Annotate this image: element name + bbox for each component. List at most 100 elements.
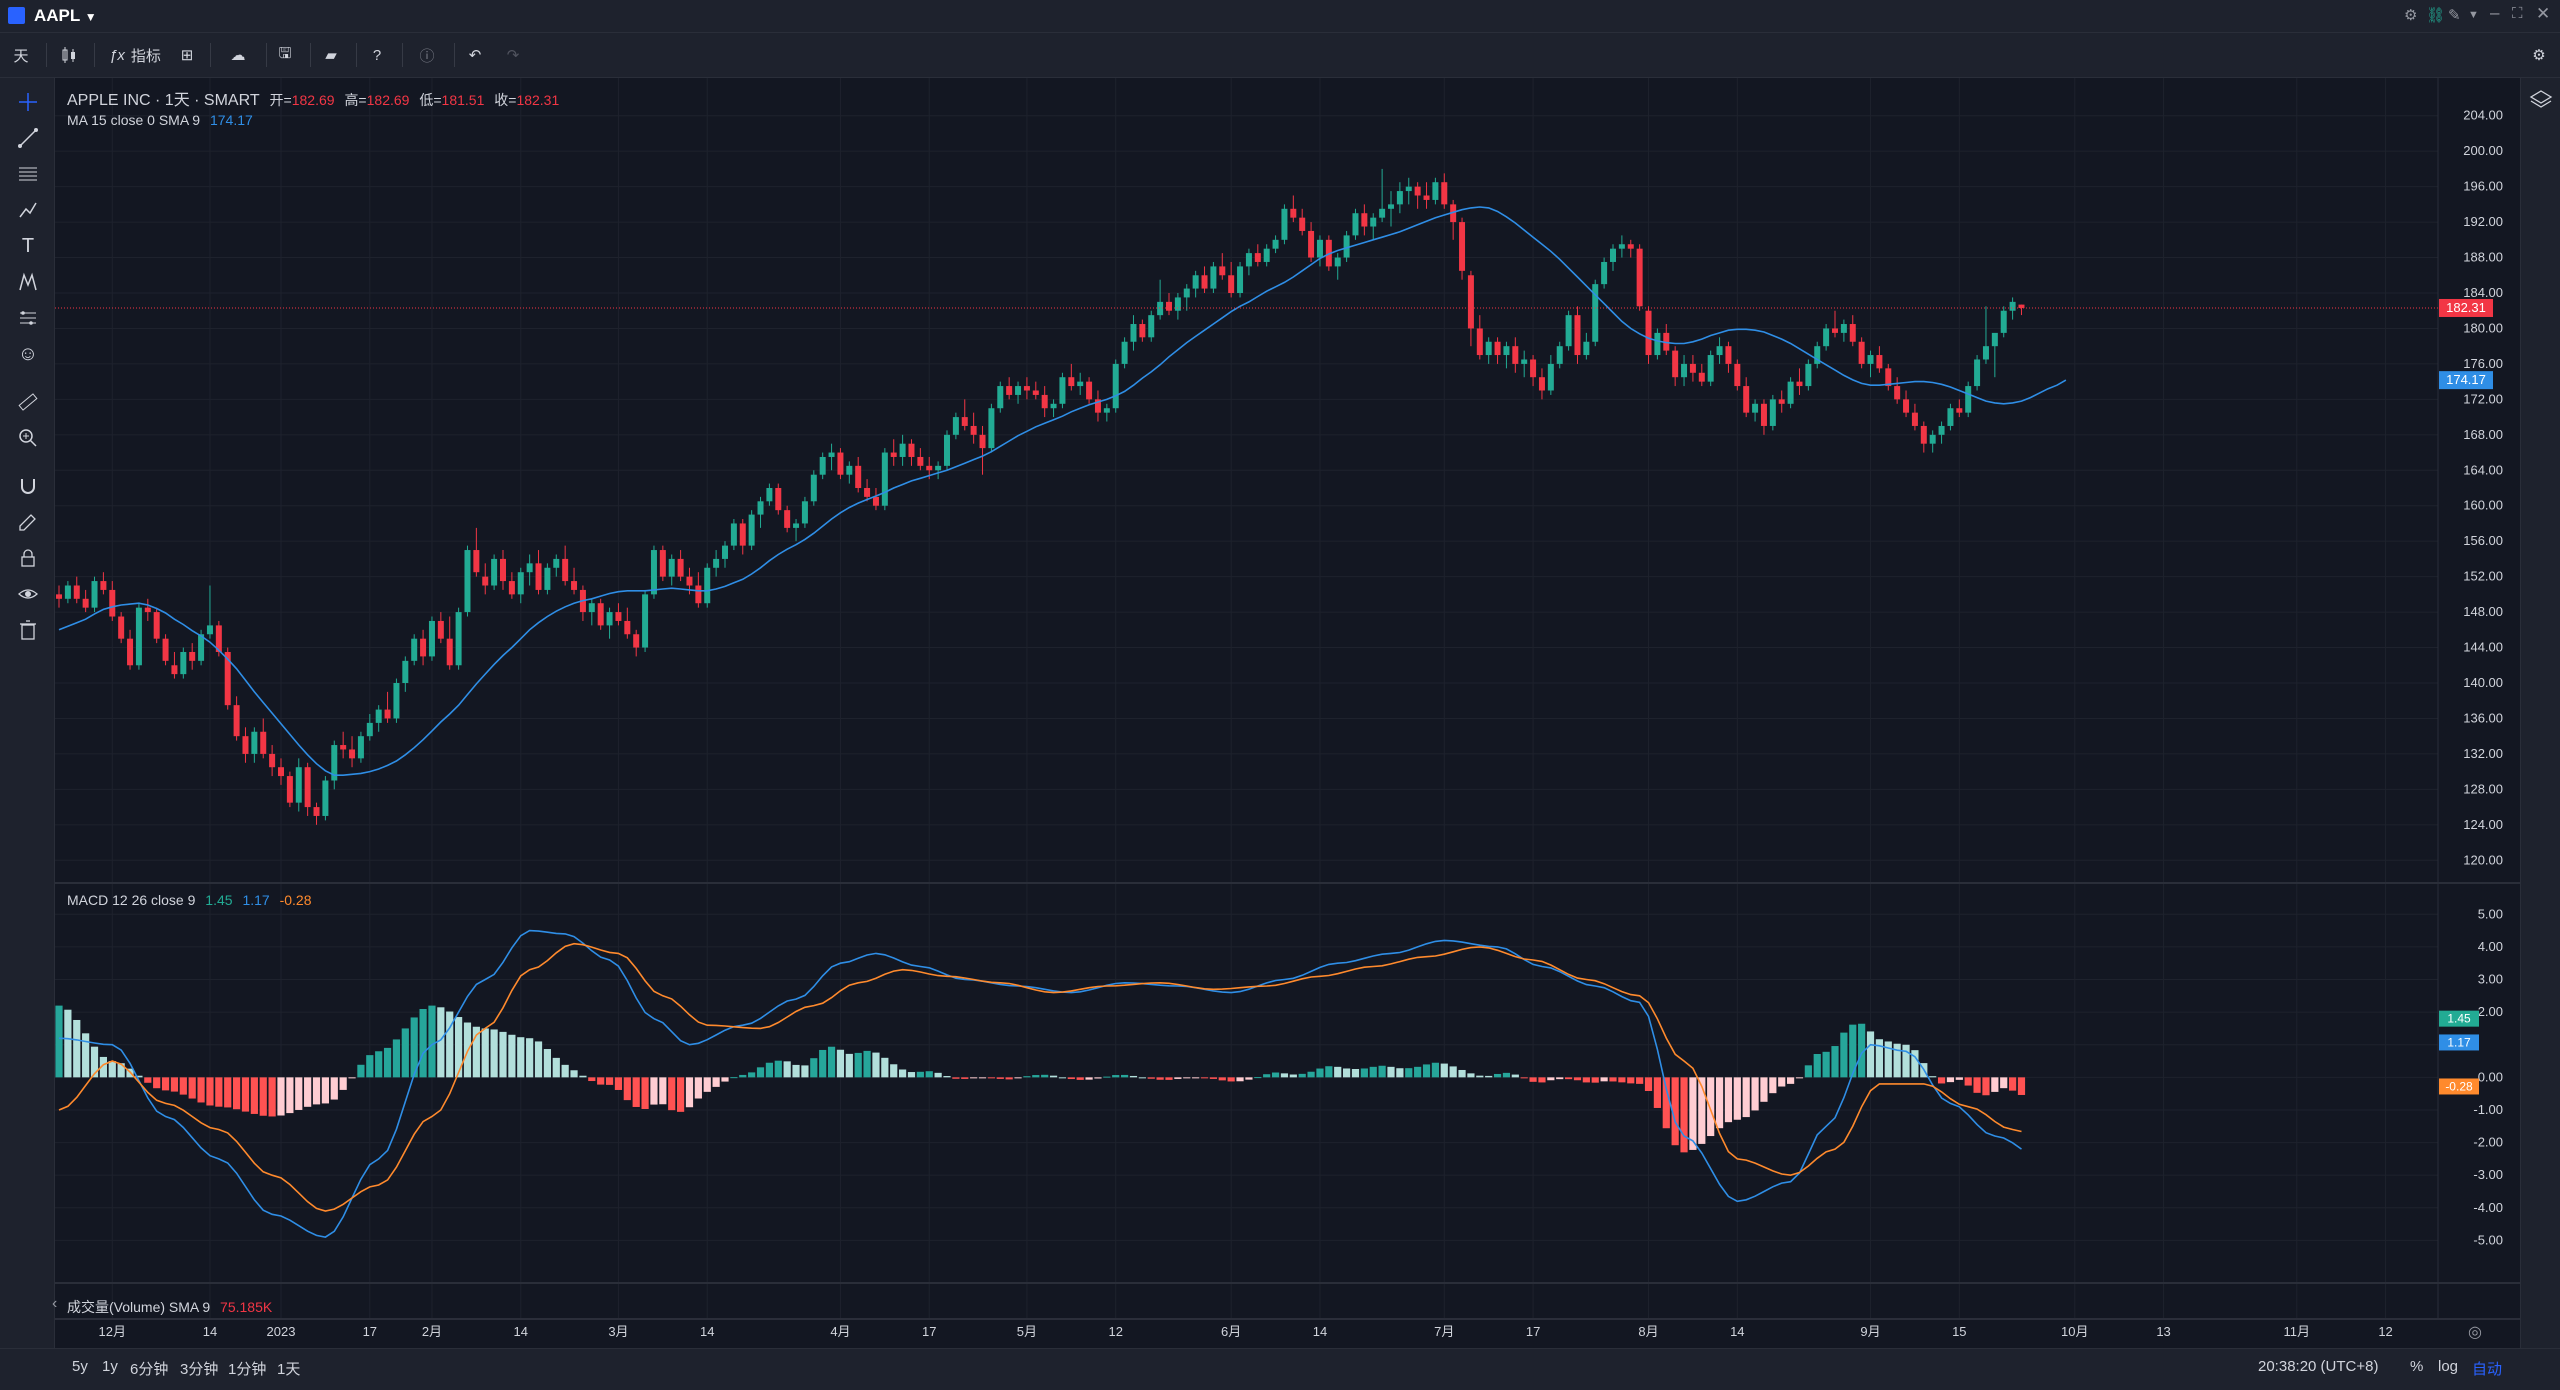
candle-body bbox=[278, 767, 284, 777]
volume-legend[interactable]: 成交量(Volume) SMA 9 75.185K bbox=[67, 1297, 272, 1317]
redo-button[interactable]: ↷ bbox=[498, 39, 528, 71]
macd-legend[interactable]: MACD 12 26 close 9 1.45 1.17 -0.28 bbox=[67, 892, 312, 908]
crosshair-tool[interactable] bbox=[12, 88, 44, 116]
legend-title[interactable]: APPLE INC · 1天 · SMART bbox=[67, 92, 260, 109]
pin-icon[interactable]: ✎ bbox=[2448, 7, 2461, 24]
range-6m[interactable]: 6分钟 bbox=[130, 1361, 169, 1378]
trendline-tool[interactable] bbox=[12, 124, 44, 152]
compare-button[interactable]: ☁ bbox=[220, 39, 256, 71]
delete-tool[interactable] bbox=[12, 616, 44, 644]
price-tick-label: 176.00 bbox=[2463, 356, 2503, 371]
info-icon: ⓘ bbox=[419, 47, 435, 65]
macd-histogram-bar bbox=[677, 1077, 685, 1112]
macd-histogram-bar bbox=[756, 1067, 765, 1078]
info-button[interactable]: ⓘ bbox=[412, 39, 442, 71]
macd-histogram-bar bbox=[1520, 1077, 1528, 1079]
help-button[interactable]: ? bbox=[362, 39, 392, 71]
macd-histogram-bar bbox=[1440, 1063, 1448, 1078]
time-axis-settings-icon[interactable]: ◎ bbox=[2468, 1324, 2482, 1341]
macd-histogram-bar bbox=[552, 1057, 560, 1078]
macd-histogram-bar bbox=[401, 1028, 409, 1078]
candle-body bbox=[1867, 355, 1874, 364]
candle-body bbox=[1325, 239, 1332, 267]
visibility-tool[interactable] bbox=[12, 580, 44, 608]
candle-body bbox=[1219, 266, 1226, 276]
macd-histogram-bar bbox=[508, 1034, 516, 1078]
magnet-tool[interactable] bbox=[12, 472, 44, 500]
chart-area[interactable]: 120.00124.00128.00132.00136.00140.00144.… bbox=[55, 78, 2520, 1348]
fib-tool[interactable] bbox=[12, 160, 44, 188]
collapse-pane-button[interactable]: ‹ bbox=[52, 1295, 58, 1312]
price-axis[interactable]: 120.00 124.00 128.00 132.00 136.00 140.00 144.… bbox=[2439, 108, 2503, 868]
candle-body bbox=[1920, 425, 1927, 444]
templates-button[interactable]: ⊞ bbox=[172, 39, 202, 71]
time-axis[interactable]: 12月 14 2023 17 2月 14 3月 14 4月 17 5月 12 6月 14 7月 17 8月 14 9… bbox=[99, 1324, 2393, 1339]
interval-button[interactable]: 天 bbox=[6, 39, 36, 71]
candle-body bbox=[180, 651, 187, 675]
window-settings-icon[interactable]: ⚙ bbox=[2404, 7, 2418, 24]
pattern-tool[interactable] bbox=[12, 268, 44, 296]
undo-button[interactable]: ↶ bbox=[460, 39, 490, 71]
macd-histogram-bar bbox=[1147, 1077, 1155, 1079]
macd-histogram-bar bbox=[526, 1038, 534, 1078]
candle-body bbox=[1396, 191, 1403, 205]
minimize-icon[interactable]: – bbox=[2490, 3, 2500, 22]
settings-button[interactable]: ⚙ bbox=[2524, 39, 2554, 71]
macd-histogram-bar bbox=[1343, 1068, 1351, 1078]
ma-legend[interactable]: MA 15 close 0 SMA 9 174.17 bbox=[67, 112, 253, 128]
magnet-icon bbox=[21, 479, 35, 494]
candle-body bbox=[1769, 399, 1776, 426]
range-1y[interactable]: 1y bbox=[102, 1358, 118, 1375]
candle-body bbox=[1654, 332, 1661, 356]
indicators-button[interactable]: ƒx 指标 bbox=[104, 39, 166, 71]
candle-body bbox=[1929, 434, 1936, 444]
open-button[interactable]: ▰ bbox=[316, 39, 346, 71]
macd-histogram-bar bbox=[1014, 1077, 1022, 1079]
pin-dropdown-icon[interactable]: ▼ bbox=[2468, 9, 2479, 21]
candle-body bbox=[766, 488, 773, 502]
auto-scale-toggle[interactable]: 自动 bbox=[2472, 1361, 2503, 1378]
lock-tool[interactable] bbox=[12, 544, 44, 572]
macd-histogram-bar bbox=[55, 1005, 63, 1078]
range-1m[interactable]: 1分钟 bbox=[228, 1361, 267, 1378]
chart-type-button[interactable] bbox=[54, 39, 84, 71]
candle-body bbox=[624, 620, 631, 635]
object-tree-button[interactable] bbox=[2529, 88, 2555, 114]
candle-body bbox=[935, 465, 942, 471]
price-tick-label: 120.00 bbox=[2463, 852, 2503, 867]
range-1d[interactable]: 1天 bbox=[277, 1361, 301, 1378]
close-icon[interactable]: ✕ bbox=[2536, 4, 2551, 23]
text-tool[interactable]: T bbox=[12, 232, 44, 260]
macd-histogram-bar bbox=[579, 1075, 587, 1078]
maximize-icon[interactable]: ⛶ bbox=[2512, 5, 2523, 22]
macd-histogram-bar bbox=[490, 1029, 498, 1078]
candle-body bbox=[1805, 363, 1812, 387]
macd-histogram-bar bbox=[1192, 1077, 1200, 1079]
zoom-in-icon bbox=[19, 429, 37, 447]
symbol-selector[interactable]: AAPL ▼ bbox=[34, 6, 97, 26]
candle-body bbox=[1281, 208, 1288, 240]
candle-body bbox=[1094, 399, 1101, 413]
zoom-tool[interactable] bbox=[12, 424, 44, 452]
percent-toggle[interactable]: % bbox=[2410, 1358, 2424, 1375]
price-tick-label: 128.00 bbox=[2463, 781, 2503, 796]
candle-body bbox=[1112, 363, 1119, 409]
measure-tool[interactable] bbox=[12, 388, 44, 416]
range-3m[interactable]: 3分钟 bbox=[180, 1361, 219, 1378]
candle-body bbox=[819, 456, 826, 475]
candle-body bbox=[56, 594, 62, 599]
link-icon[interactable]: ⛓ bbox=[2426, 7, 2446, 24]
macd-histogram-bar bbox=[1902, 1044, 1910, 1078]
macd-histogram-bar bbox=[1707, 1077, 1715, 1137]
stay-in-drawing-tool[interactable] bbox=[12, 508, 44, 536]
save-button[interactable]: 🖫 bbox=[270, 39, 300, 71]
emoji-tool[interactable]: ☺ bbox=[12, 340, 44, 368]
brush-tool[interactable] bbox=[12, 196, 44, 224]
macd-histogram-bar bbox=[792, 1064, 800, 1078]
prediction-tool[interactable] bbox=[12, 304, 44, 332]
log-toggle[interactable]: log bbox=[2438, 1358, 2459, 1375]
range-5y[interactable]: 5y bbox=[72, 1358, 88, 1375]
macd-axis[interactable]: 5.00 4.00 3.00 2.00 0.00 -1.00 -2.00 -3.00 -4.00… bbox=[2439, 906, 2503, 1247]
macd-histogram-bar bbox=[1973, 1077, 1981, 1093]
candle-body bbox=[357, 736, 364, 759]
